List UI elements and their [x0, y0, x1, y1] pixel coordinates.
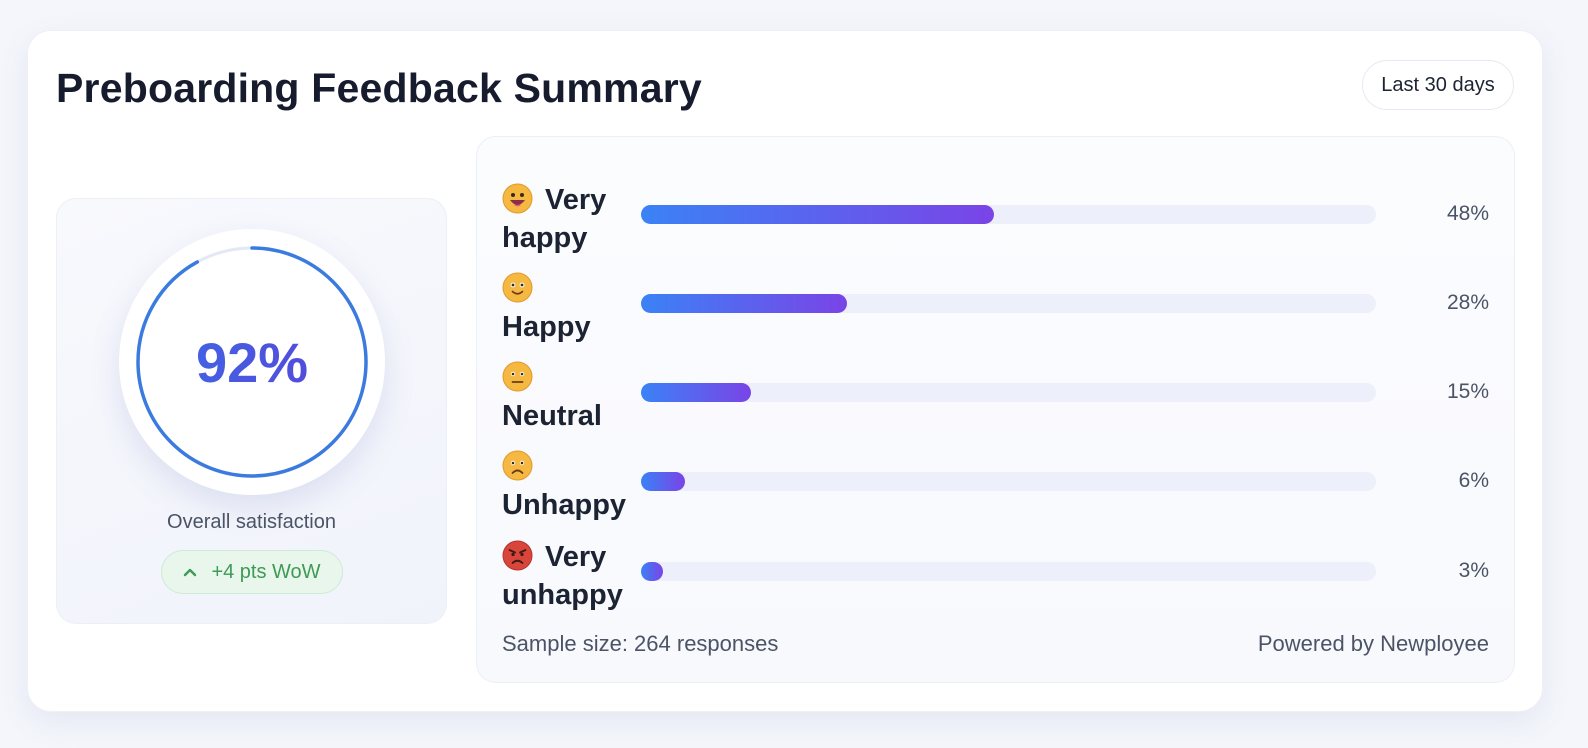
sentiment-row: Neutral 15%	[477, 359, 1514, 439]
sentiment-label-text: Very happy	[502, 184, 607, 254]
week-over-week-label: +4 pts WoW	[211, 560, 321, 583]
sentiment-bar-fill	[641, 205, 994, 224]
sentiment-bar-fill	[641, 562, 664, 581]
chevron-up-icon	[184, 568, 197, 577]
sentiment-label-text: Happy	[502, 311, 591, 343]
sentiment-row-label: Unhappy	[502, 448, 632, 524]
sentiment-bar-fill	[641, 294, 847, 313]
sentiment-bar-fill	[641, 472, 686, 491]
feedback-summary-card: Preboarding Feedback Summary Last 30 day…	[27, 30, 1543, 712]
sentiment-distribution-panel: Very happy 48% Happy 28% Neutral 15% Unhappy 6%…	[476, 136, 1515, 683]
sentiment-percent: 15%	[1446, 380, 1489, 403]
sentiment-row: Very unhappy 3%	[477, 538, 1514, 618]
sentiment-row: Happy 28%	[477, 270, 1514, 350]
sentiment-percent: 3%	[1458, 559, 1489, 582]
date-range-button[interactable]: Last 30 days	[1362, 60, 1514, 110]
frowning-face-icon	[502, 450, 533, 481]
ring-progress	[136, 246, 368, 478]
grinning-face-icon	[502, 183, 533, 214]
sentiment-bar-track	[641, 472, 1376, 491]
sentiment-row-label: Very happy	[502, 181, 632, 257]
smiling-face-icon	[502, 272, 533, 303]
satisfaction-ring-chart	[136, 246, 368, 478]
sentiment-row-label: Happy	[502, 270, 632, 346]
page-title: Preboarding Feedback Summary	[56, 65, 702, 111]
sentiment-label-text: Unhappy	[502, 489, 627, 521]
sentiment-bar-fill	[641, 383, 752, 402]
sentiment-row: Very happy 48%	[477, 181, 1514, 261]
sentiment-percent: 6%	[1458, 469, 1489, 492]
sentiment-row-label: Very unhappy	[502, 538, 632, 614]
sentiment-percent: 28%	[1446, 291, 1489, 314]
sentiment-bar-track	[641, 562, 1376, 581]
satisfaction-label: Overall satisfaction	[167, 511, 336, 533]
sentiment-percent: 48%	[1446, 202, 1489, 225]
angry-face-icon	[502, 540, 533, 571]
neutral-face-icon	[502, 361, 533, 392]
sample-size-label: Sample size: 264 responses	[502, 631, 779, 656]
sentiment-bar-track	[641, 205, 1376, 224]
satisfaction-ring: 92%	[119, 229, 385, 495]
sentiment-bar-track	[641, 383, 1376, 402]
overall-satisfaction-panel: 92% Overall satisfaction +4 pts WoW	[56, 198, 447, 624]
sentiment-row: Unhappy 6%	[477, 448, 1514, 528]
powered-by-label: Powered by Newployee	[1257, 631, 1489, 656]
satisfaction-value: 92%	[119, 229, 385, 495]
sentiment-row-label: Neutral	[502, 359, 632, 435]
sentiment-label-text: Neutral	[502, 400, 602, 432]
sentiment-label-text: Very unhappy	[502, 541, 623, 611]
sentiment-bar-track	[641, 294, 1376, 313]
week-over-week-badge: +4 pts WoW	[161, 550, 343, 594]
